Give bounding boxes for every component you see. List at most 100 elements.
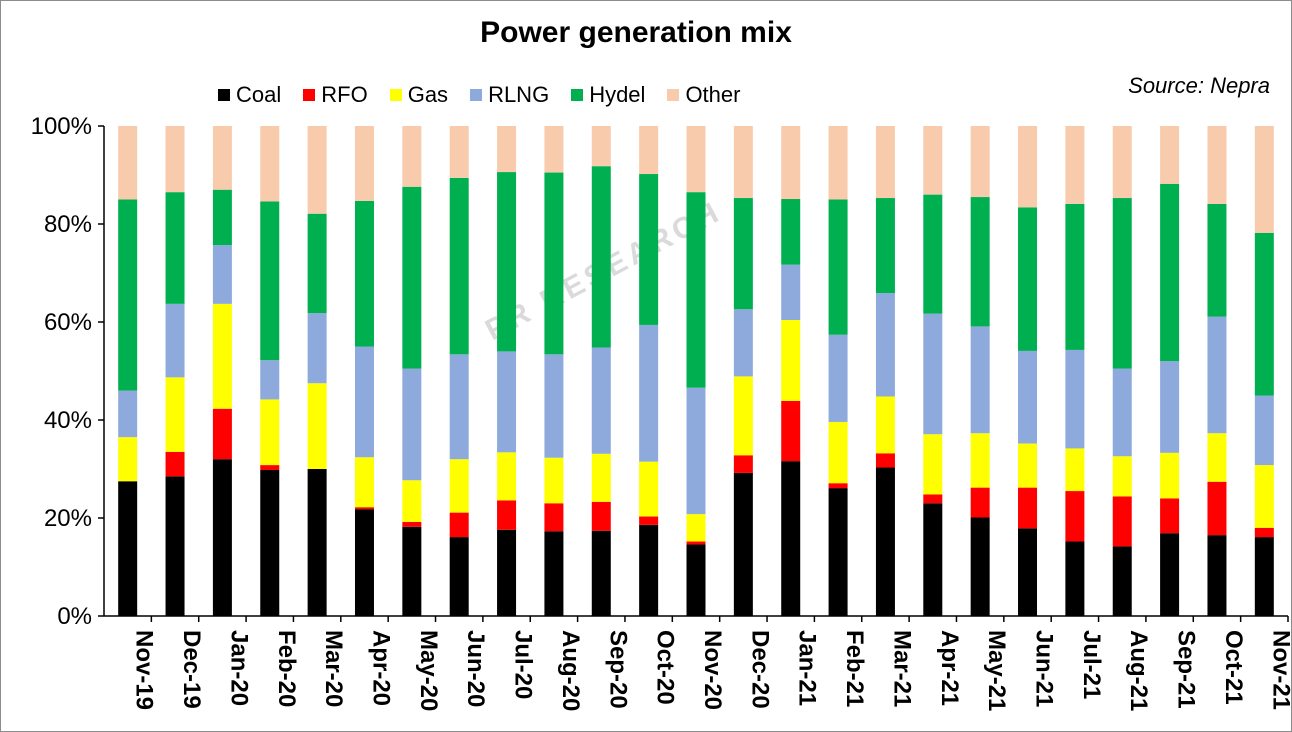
bar-segment-other <box>354 126 374 201</box>
legend-swatch <box>571 89 584 101</box>
chart-legend: Coal RFO Gas RLNG Hydel Other <box>218 82 762 108</box>
bar-segment-coal <box>165 476 185 616</box>
bar-segment-other <box>1112 126 1132 199</box>
bar-segment-other <box>1207 126 1227 204</box>
x-tick-label: Mar-21 <box>888 630 915 707</box>
bar-segment-rlng <box>260 360 280 400</box>
bar-segment-gas <box>212 303 232 409</box>
bar-segment-coal <box>828 488 848 616</box>
bar-segment-gas <box>118 437 138 482</box>
bar-segment-other <box>639 126 659 175</box>
bar-segment-gas <box>260 399 280 466</box>
bar-segment-coal <box>402 526 422 616</box>
bar-segment-rfo <box>1254 527 1274 538</box>
bar-segment-rlng <box>686 387 706 515</box>
bar-segment-rlng <box>402 368 422 481</box>
bar-segment-gas <box>544 457 564 504</box>
bar-segment-hydel <box>354 200 374 347</box>
bar-segment-gas <box>402 480 422 522</box>
legend-label: Other <box>685 82 741 107</box>
bar-segment-hydel <box>544 172 564 355</box>
bar-segment-rfo <box>1018 487 1038 529</box>
x-tick-label: Jun-21 <box>1031 630 1058 707</box>
bar-segment-rlng <box>639 324 659 462</box>
bar-segment-other <box>1254 126 1274 233</box>
x-tick-label: Apr-20 <box>367 630 394 706</box>
bar-segment-coal <box>781 461 801 616</box>
bar-segment-hydel <box>1160 183 1180 362</box>
bar-segment-other <box>923 126 943 195</box>
bar-segment-hydel <box>1065 203 1085 350</box>
bar-segment-rlng <box>307 313 327 384</box>
x-tick-label: Sep-21 <box>1173 630 1200 709</box>
bar-segment-gas <box>497 452 517 501</box>
bar-segment-coal <box>1160 533 1180 616</box>
bar-segment-other <box>733 126 753 199</box>
bar-segment-gas <box>1018 443 1038 488</box>
bar-segment-rlng <box>970 326 990 434</box>
bar-segment-rlng <box>497 351 517 453</box>
bar-segment-rlng <box>544 354 564 458</box>
bar-segment-rfo <box>260 465 280 470</box>
x-tick-label: Sep-20 <box>604 630 631 709</box>
bar-segment-coal <box>1207 535 1227 616</box>
x-tick-label: Jun-20 <box>462 630 489 707</box>
x-tick-label: Jul-21 <box>1078 630 1105 699</box>
y-tick-label: 0% <box>57 603 92 630</box>
x-tick-label: Aug-20 <box>557 630 584 711</box>
bar-segment-gas <box>733 376 753 456</box>
bar-segment-hydel <box>781 199 801 265</box>
bar-segment-other <box>497 126 517 173</box>
bar-segment-rfo <box>212 408 232 460</box>
bar-segment-coal <box>307 469 327 616</box>
bar-segment-gas <box>1112 456 1132 497</box>
bar-segment-coal <box>1254 537 1274 616</box>
legend-item-other: Other <box>667 82 740 108</box>
bar-segment-gas <box>1065 448 1085 492</box>
bar-segment-coal <box>1112 546 1132 616</box>
x-tick-label: Jul-20 <box>510 630 537 699</box>
bar-segment-rfo <box>1160 498 1180 534</box>
bar-segment-coal <box>875 467 895 616</box>
bar-segment-hydel <box>591 166 611 348</box>
bar-segment-hydel <box>1254 232 1274 396</box>
bar-segment-rfo <box>449 512 469 538</box>
bar-segment-gas <box>970 433 990 488</box>
legend-swatch <box>470 89 483 101</box>
bar-segment-gas <box>354 457 374 508</box>
bar-segment-gas <box>686 514 706 542</box>
y-tick-label: 80% <box>44 211 92 238</box>
bar-segment-hydel <box>1112 198 1132 369</box>
bar-segment-hydel <box>118 199 138 391</box>
y-tick-label: 100% <box>31 113 92 140</box>
bar-segment-coal <box>1065 541 1085 616</box>
x-tick-label: Jan-20 <box>225 630 252 706</box>
bar-segment-hydel <box>449 177 469 355</box>
bar-segment-rfo <box>639 516 659 525</box>
bar-segment-gas <box>1207 433 1227 482</box>
legend-swatch <box>389 89 402 101</box>
bar-segment-rfo <box>686 541 706 545</box>
bar-segment-rlng <box>449 354 469 460</box>
x-tick-label: May-21 <box>983 630 1010 711</box>
bar-segment-hydel <box>923 194 943 314</box>
bar-segment-other <box>544 126 564 173</box>
x-tick-label: Oct-21 <box>1220 630 1247 705</box>
bar-segment-coal <box>354 509 374 616</box>
bar-segment-other <box>1160 126 1180 184</box>
bar-segment-coal <box>449 537 469 616</box>
x-tick-label: Apr-21 <box>936 630 963 706</box>
x-tick-label: Aug-21 <box>1125 630 1152 711</box>
x-tick-label: Nov-21 <box>1267 630 1292 710</box>
bar-segment-rfo <box>733 455 753 473</box>
bar-segment-hydel <box>970 197 990 327</box>
bar-segment-rfo <box>970 487 990 518</box>
bar-segment-hydel <box>686 192 706 388</box>
bar-segment-hydel <box>212 189 232 246</box>
bar-segment-rlng <box>828 334 848 422</box>
legend-item-hydel: Hydel <box>571 82 645 108</box>
bar-segment-hydel <box>639 174 659 325</box>
bar-segment-rfo <box>1065 491 1085 542</box>
bar-segment-other <box>591 126 611 167</box>
